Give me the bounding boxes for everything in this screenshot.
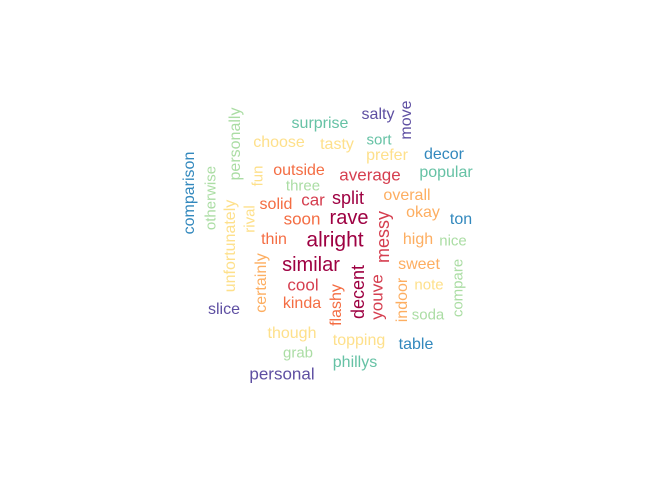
word-outside: outside — [273, 162, 325, 179]
word-tasty: tasty — [320, 136, 354, 153]
word-unfortunately: unfortunately — [222, 199, 239, 293]
word-similar: similar — [282, 254, 340, 276]
word-three: three — [285, 177, 321, 195]
word-popular: popular — [419, 164, 473, 181]
word-kinda: kinda — [282, 295, 322, 312]
word-split: split — [331, 188, 365, 208]
word-topping: topping — [332, 332, 386, 349]
word-choose: choose — [253, 134, 305, 151]
word-surprise: surprise — [291, 115, 349, 132]
word-soon: soon — [283, 209, 321, 229]
word-overall: overall — [383, 187, 431, 204]
word-nice: nice — [439, 232, 467, 250]
word-rival: rival — [241, 205, 259, 233]
word-okay: okay — [406, 204, 440, 221]
word-note: note — [414, 276, 444, 294]
word-average: average — [339, 165, 401, 185]
word-prefer: prefer — [366, 147, 408, 164]
word-solid: solid — [259, 196, 293, 213]
word-certainly: certainly — [253, 253, 270, 313]
word-rave: rave — [329, 207, 369, 229]
word-fun: fun — [249, 165, 267, 187]
word-alright: alright — [306, 228, 364, 252]
word-thin: thin — [261, 231, 287, 248]
word-decent: decent — [348, 264, 368, 320]
word-flashy: flashy — [328, 284, 345, 326]
word-indoor: indoor — [394, 277, 411, 323]
word-comparison: comparison — [181, 151, 198, 235]
word-decor: decor — [423, 146, 465, 163]
word-compare: compare — [449, 258, 467, 318]
word-car: car — [301, 190, 325, 210]
word-salty: salty — [361, 106, 395, 123]
word-slice: slice — [207, 301, 241, 318]
word-personal: personal — [249, 364, 315, 384]
word-ton: ton — [449, 211, 473, 228]
word-youve: youve — [367, 274, 387, 320]
word-move: move — [398, 100, 415, 140]
word-grab: grab — [282, 344, 314, 362]
word-table: table — [398, 336, 434, 353]
word-cool: cool — [287, 275, 319, 295]
word-soda: soda — [411, 306, 445, 324]
word-though: though — [267, 325, 317, 342]
word-high: high — [402, 231, 434, 248]
word-otherwise: otherwise — [202, 165, 220, 231]
word-phillys: phillys — [332, 354, 378, 371]
word-personally: personally — [227, 107, 244, 181]
word-sort: sort — [366, 131, 392, 149]
word-sweet: sweet — [398, 256, 440, 273]
word-messy: messy — [373, 210, 393, 264]
